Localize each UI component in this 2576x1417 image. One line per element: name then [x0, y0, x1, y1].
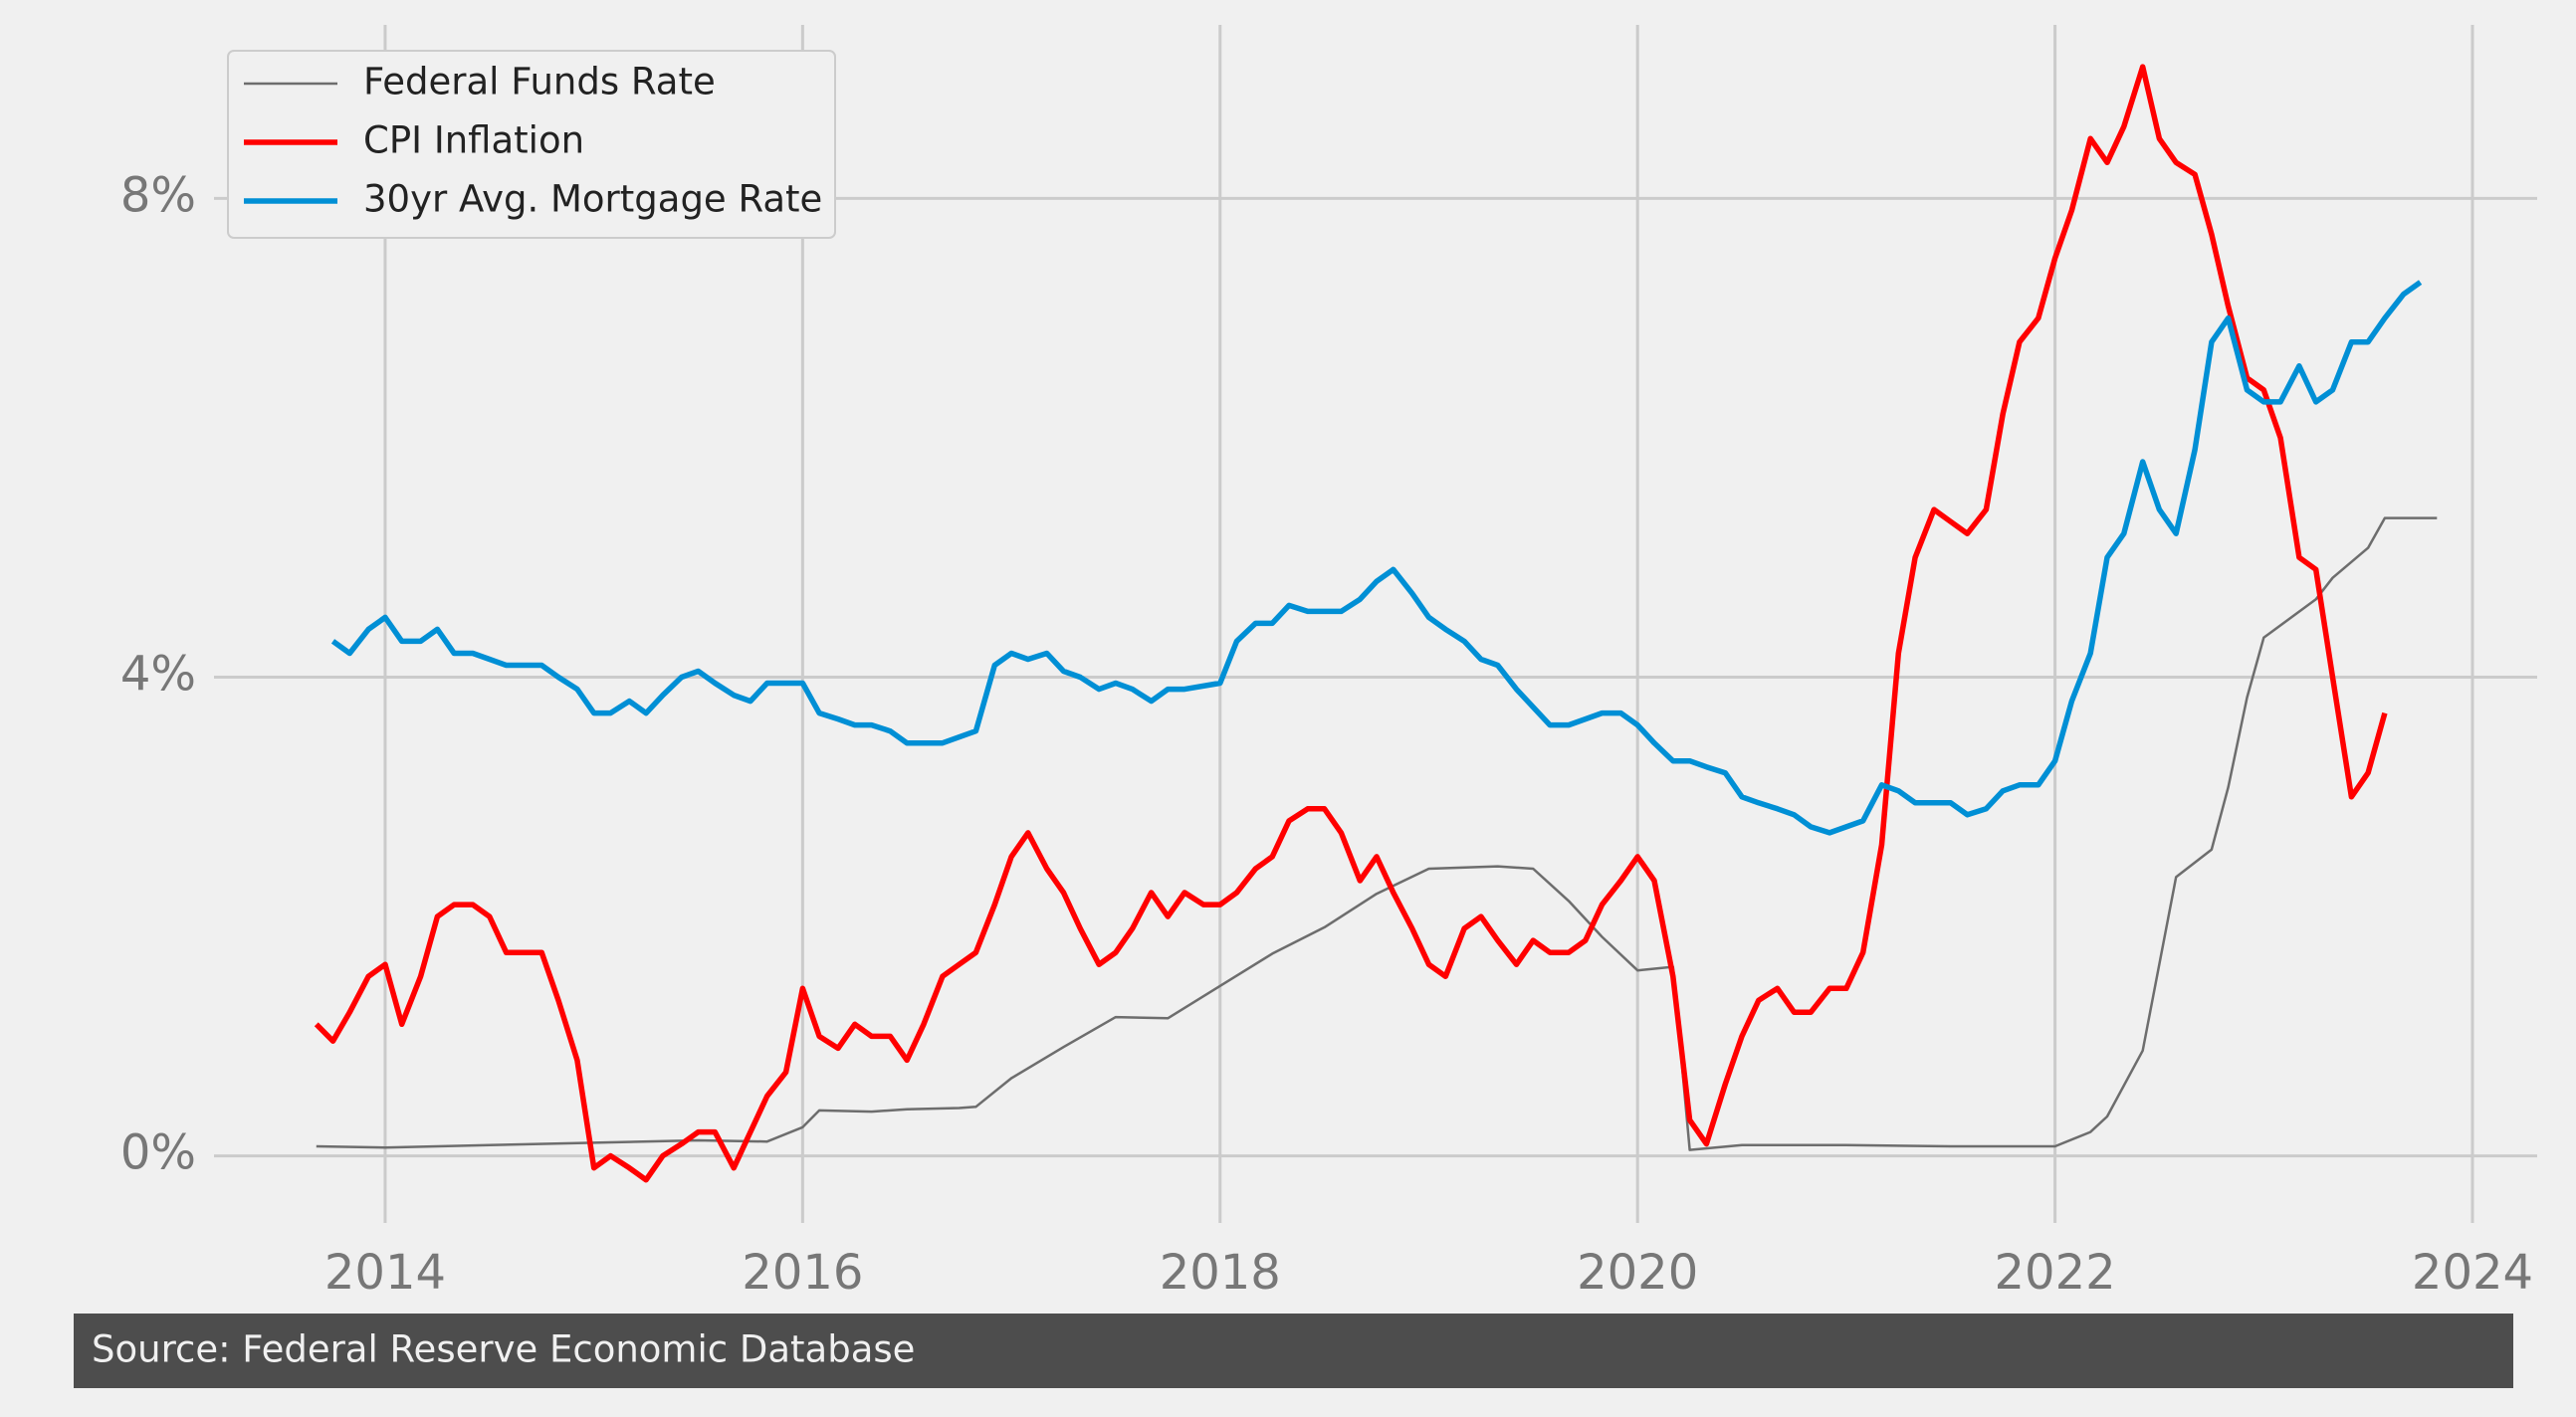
x-tick-label: 2024 — [2412, 1245, 2533, 1301]
series-line — [330, 280, 2423, 836]
legend-label: 30yr Avg. Mortgage Rate — [363, 178, 822, 221]
x-tick-label: 2014 — [324, 1245, 446, 1301]
y-tick-label: 4% — [120, 647, 196, 703]
y-tick-label: 0% — [120, 1125, 196, 1181]
caption-bar — [74, 1314, 2513, 1388]
x-tick-label: 2016 — [742, 1245, 863, 1301]
y-tick-label: 8% — [120, 167, 196, 223]
legend-label: CPI Inflation — [363, 119, 584, 162]
x-tick-label: 2018 — [1160, 1245, 1281, 1301]
x-tick-label: 2020 — [1577, 1245, 1698, 1301]
series-line — [314, 64, 2388, 1183]
x-tick-label: 2022 — [1995, 1245, 2116, 1301]
legend-label: Federal Funds Rate — [363, 61, 716, 103]
series-line — [316, 516, 2438, 1151]
legend-box — [227, 50, 836, 239]
caption: Source: Federal Reserve Economic Databas… — [92, 1328, 915, 1371]
